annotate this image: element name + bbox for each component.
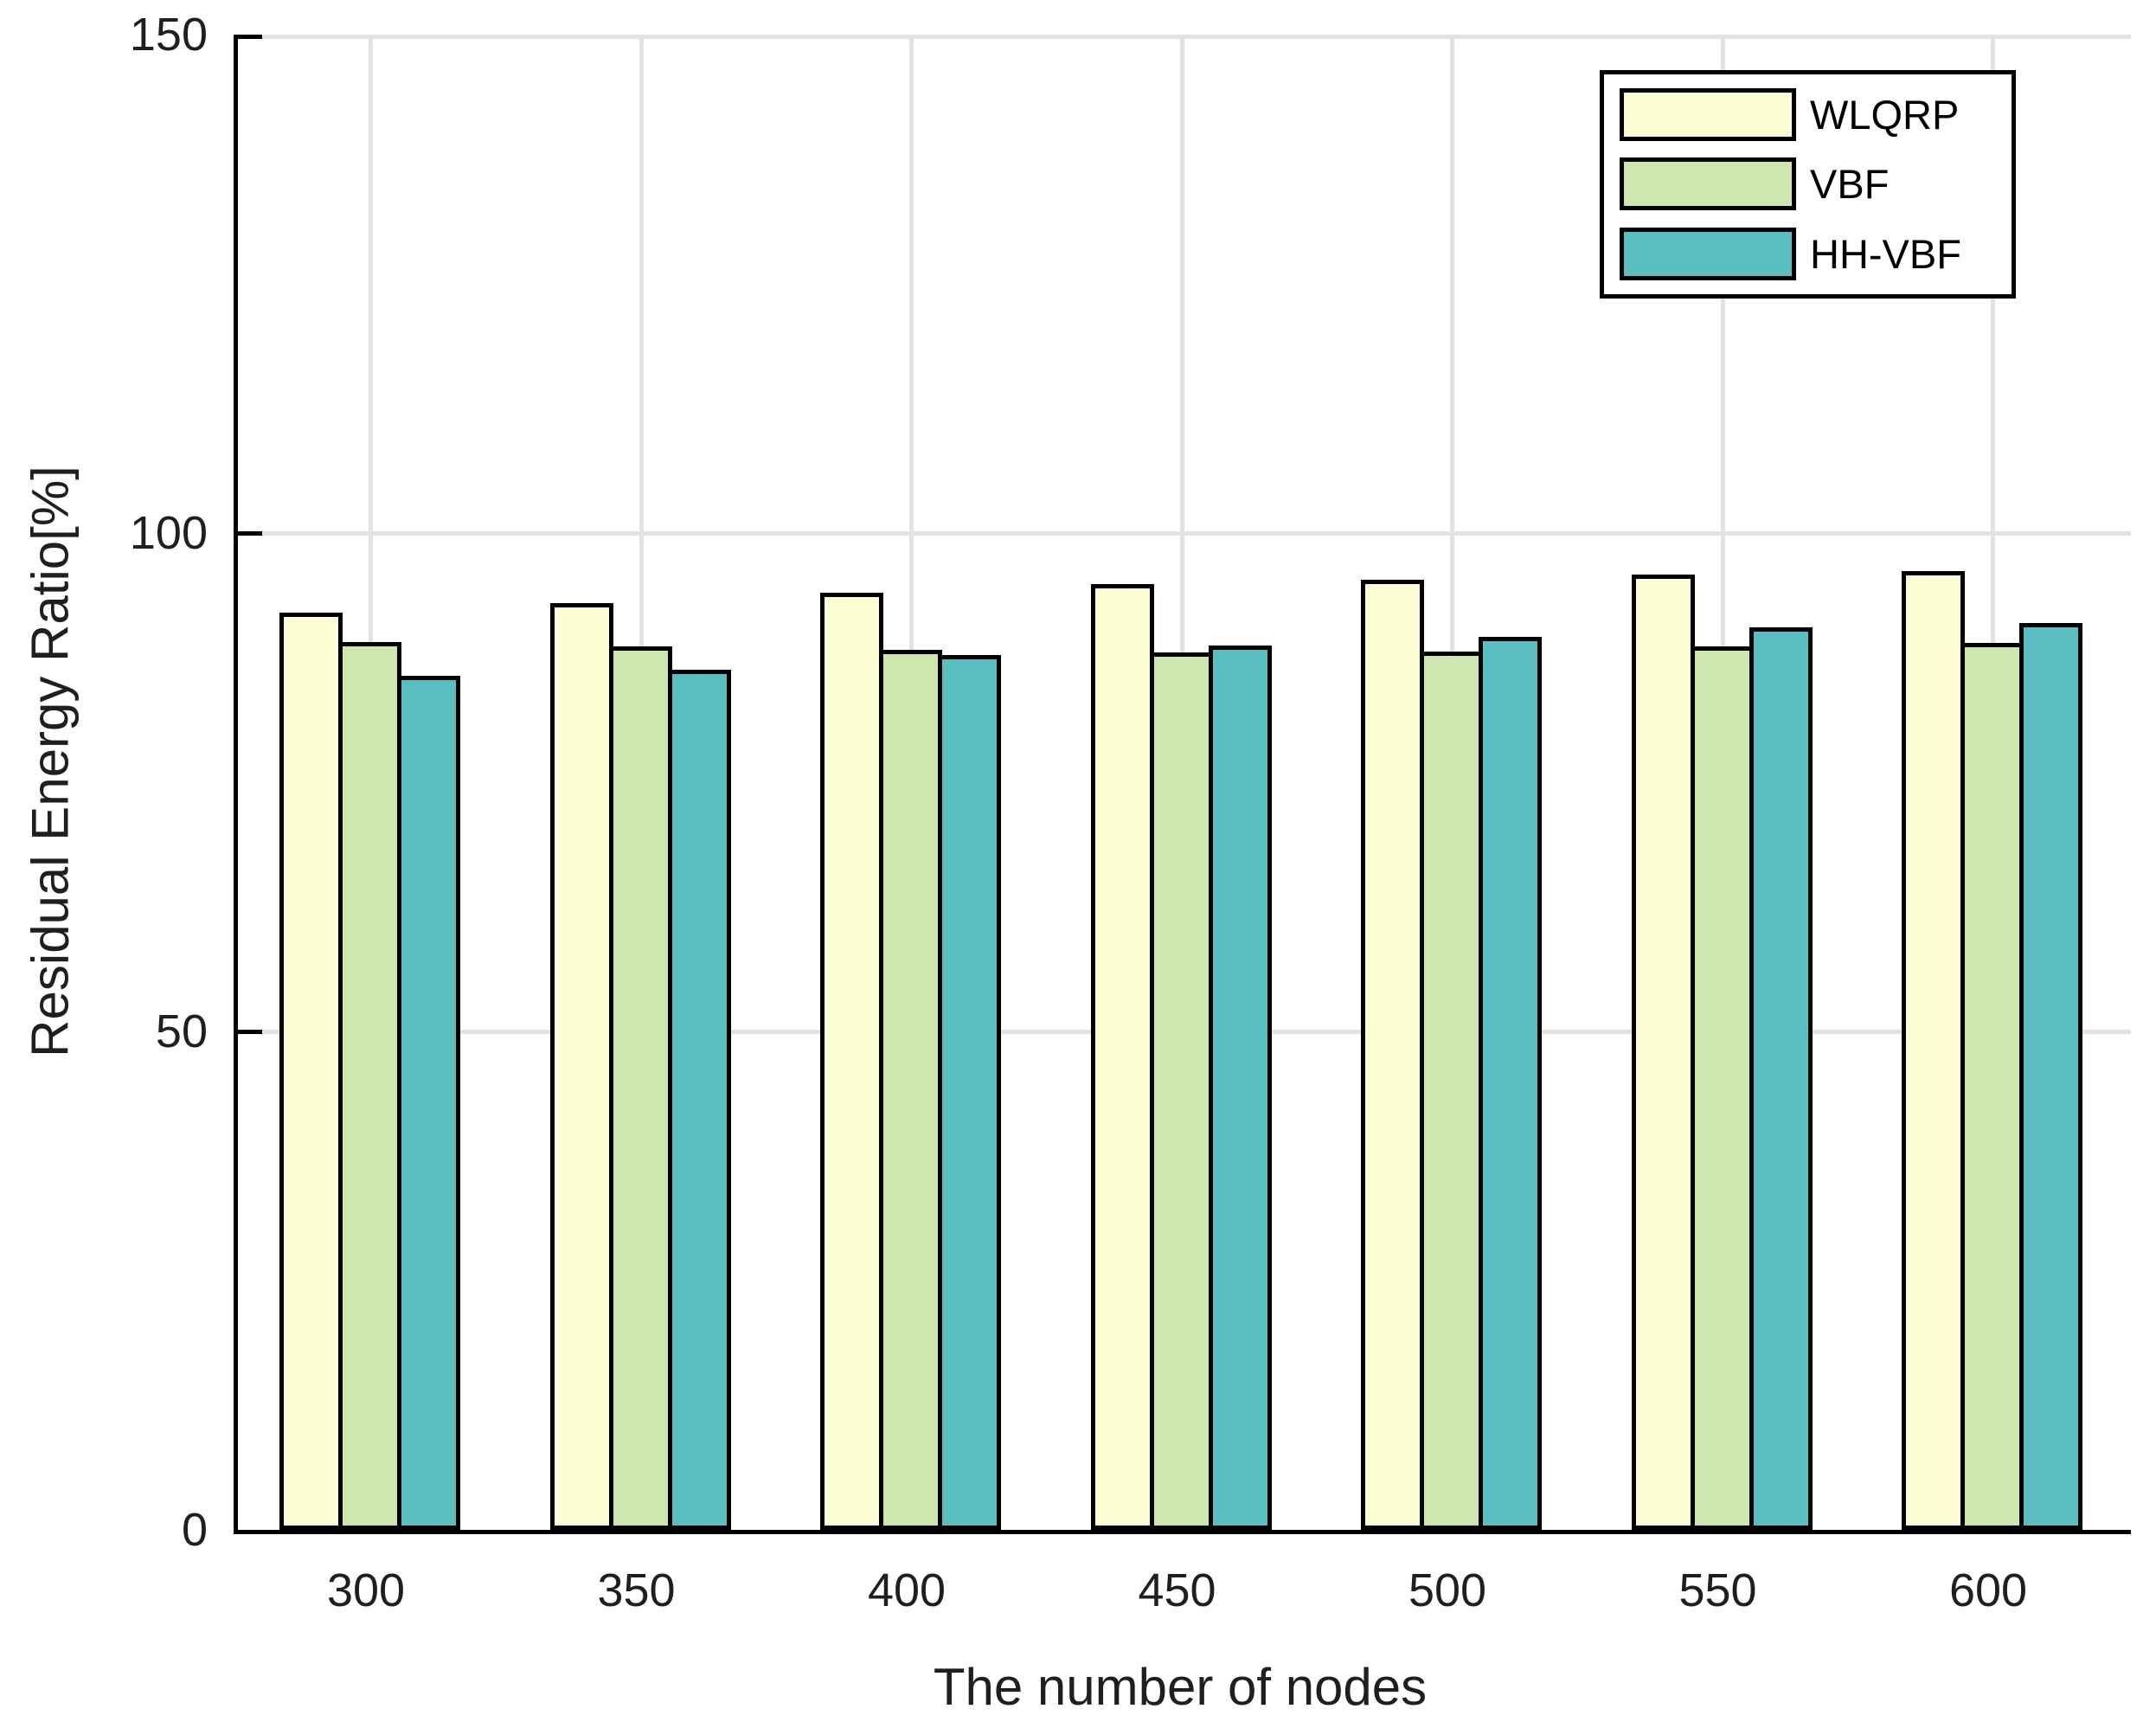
legend-entry-wlqrp: WLQRP	[1620, 87, 2012, 142]
bar-wlqrp-500	[1361, 580, 1424, 1530]
y-tick-label: 50	[155, 1005, 208, 1057]
y-tick-mark	[238, 531, 262, 536]
x-tick-label: 550	[1678, 1564, 1757, 1616]
legend-swatch-vbf	[1620, 157, 1796, 211]
legend-entry-hh-vbf: HH-VBF	[1620, 227, 2012, 282]
bar-wlqrp-300	[279, 613, 343, 1530]
x-axis-title: The number of nodes	[933, 1658, 1428, 1716]
y-tick-label: 150	[129, 9, 208, 61]
y-tick-label: 100	[129, 507, 208, 559]
bar-vbf-400	[879, 650, 942, 1530]
bar-hh-vbf-300	[397, 676, 460, 1530]
bar-wlqrp-350	[549, 603, 613, 1530]
bar-vbf-550	[1690, 646, 1754, 1530]
x-tick-label: 400	[867, 1564, 946, 1616]
bar-wlqrp-600	[1902, 571, 1965, 1530]
x-tick-label: 600	[1948, 1564, 2028, 1616]
bar-hh-vbf-600	[2019, 623, 2082, 1530]
legend-label-hh-vbf: HH-VBF	[1810, 231, 1961, 278]
bar-hh-vbf-500	[1479, 637, 1542, 1530]
bar-vbf-450	[1149, 652, 1213, 1530]
bar-wlqrp-450	[1090, 584, 1154, 1530]
y-tick-label: 0	[181, 1504, 208, 1556]
legend-label-wlqrp: WLQRP	[1810, 91, 1960, 138]
legend-entry-vbf: VBF	[1620, 157, 2012, 212]
x-tick-label: 450	[1138, 1564, 1216, 1616]
bar-hh-vbf-450	[1208, 646, 1272, 1530]
y-tick-mark	[238, 1030, 262, 1034]
y-tick-mark	[238, 35, 262, 39]
bar-hh-vbf-400	[938, 655, 1001, 1530]
x-tick-label: 300	[326, 1564, 406, 1616]
x-tick-label: 500	[1408, 1564, 1487, 1616]
legend-label-vbf: VBF	[1810, 161, 1890, 208]
x-tick-label: 350	[597, 1564, 676, 1616]
legend-swatch-wlqrp	[1620, 87, 1796, 141]
bar-hh-vbf-350	[667, 670, 731, 1530]
bar-vbf-350	[608, 646, 672, 1530]
horizontal-gridline	[238, 35, 2131, 39]
bar-vbf-600	[1960, 643, 2024, 1530]
legend-swatch-hh-vbf	[1620, 228, 1796, 281]
bar-wlqrp-550	[1631, 575, 1695, 1530]
bar-vbf-300	[338, 642, 401, 1530]
horizontal-gridline	[238, 531, 2131, 536]
plot-area	[234, 35, 2131, 1534]
bar-hh-vbf-550	[1749, 627, 1813, 1530]
legend: WLQRP VBF HH-VBF	[1600, 70, 2016, 299]
bar-vbf-500	[1420, 652, 1483, 1530]
bar-wlqrp-400	[820, 593, 883, 1530]
